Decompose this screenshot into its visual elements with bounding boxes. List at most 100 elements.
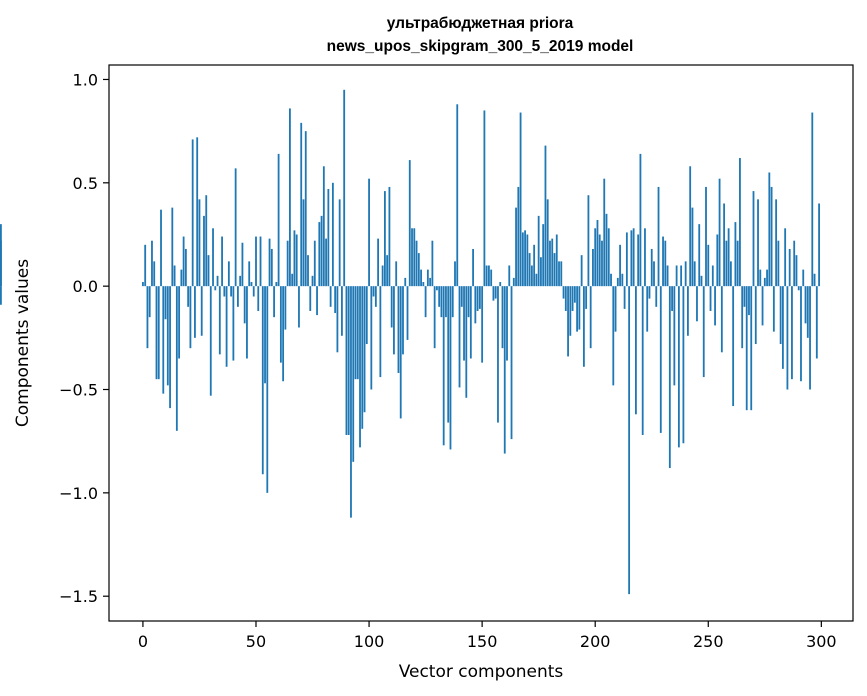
bar <box>345 286 348 435</box>
bar <box>451 286 454 318</box>
bar <box>474 286 477 324</box>
bar <box>307 255 309 287</box>
bar <box>490 269 493 287</box>
bar <box>180 269 183 287</box>
bar <box>218 286 221 355</box>
bar <box>628 286 631 595</box>
bar <box>311 275 314 287</box>
bar <box>279 286 282 363</box>
bar <box>768 172 771 287</box>
bar <box>639 153 642 287</box>
bar <box>578 286 581 330</box>
bar <box>402 286 404 355</box>
bar <box>368 178 370 287</box>
bar <box>142 282 144 287</box>
bar <box>757 199 759 287</box>
bar <box>741 286 744 349</box>
bar <box>372 286 375 297</box>
bar <box>793 240 796 287</box>
bar <box>331 182 334 287</box>
bar <box>666 265 669 287</box>
bar <box>540 257 542 287</box>
bar <box>404 277 407 287</box>
bar <box>635 286 637 415</box>
bar <box>603 178 606 287</box>
bar <box>207 255 210 287</box>
bar <box>555 234 558 287</box>
bar <box>630 230 633 287</box>
bar <box>818 203 820 287</box>
bar <box>485 265 488 287</box>
bar <box>650 248 653 287</box>
bar <box>501 286 504 349</box>
bar <box>354 286 357 380</box>
bar <box>250 282 253 287</box>
bar <box>365 286 368 345</box>
bar <box>718 178 721 287</box>
bar <box>252 286 255 297</box>
bar <box>607 228 610 287</box>
bar <box>164 286 167 320</box>
x-tick-label: 300 <box>806 632 837 651</box>
bar <box>336 286 339 353</box>
bar <box>804 286 807 324</box>
bar <box>569 286 572 336</box>
bar <box>644 228 646 287</box>
bar <box>472 248 474 287</box>
bar <box>576 286 579 332</box>
bar <box>417 253 420 287</box>
bar <box>709 286 712 311</box>
bar <box>273 286 275 318</box>
y-tick-label: 0.5 <box>73 174 98 193</box>
bar <box>347 286 350 435</box>
bar <box>379 286 382 378</box>
bars-group <box>0 89 820 595</box>
bar <box>205 195 208 287</box>
bar <box>381 265 384 287</box>
bar <box>386 255 389 287</box>
bar <box>732 286 735 407</box>
bar <box>619 244 621 287</box>
bar <box>388 186 391 287</box>
bar <box>377 238 380 287</box>
bar <box>383 191 386 287</box>
bar <box>517 186 520 287</box>
bar <box>589 286 592 349</box>
bar <box>700 275 703 287</box>
bar <box>232 286 235 361</box>
bar <box>558 261 560 287</box>
bar <box>429 277 432 287</box>
bar <box>802 269 805 287</box>
bar <box>173 265 176 287</box>
x-tick-label: 200 <box>580 632 611 651</box>
x-tick-label: 250 <box>693 632 724 651</box>
bar <box>408 160 411 287</box>
bar <box>521 232 524 287</box>
chart-title-line-1: ультрабюджетная priora <box>387 15 574 32</box>
bar <box>515 207 517 287</box>
bar <box>727 228 730 287</box>
bar <box>261 286 264 475</box>
bar <box>397 286 400 373</box>
bar <box>291 273 294 287</box>
bar <box>341 286 343 336</box>
bar <box>289 108 291 287</box>
bar <box>610 273 612 287</box>
bar <box>422 282 425 287</box>
x-axis-ticks: 0 50 100 150 200 250 300 <box>138 621 837 651</box>
bar <box>682 286 685 444</box>
bar <box>304 131 307 287</box>
bar <box>302 199 305 287</box>
bar <box>621 273 624 287</box>
bar <box>467 286 470 318</box>
bar <box>350 286 352 518</box>
x-axis-label: Vector components <box>399 662 564 682</box>
bar <box>582 286 585 367</box>
bar <box>653 261 655 287</box>
bar <box>657 186 660 287</box>
bar <box>374 286 377 307</box>
bar <box>146 286 149 349</box>
bar <box>209 286 212 396</box>
bar <box>813 273 816 287</box>
y-axis-ticks: −1.5 −1.0 −0.5 0.0 0.5 1.0 <box>59 70 109 606</box>
